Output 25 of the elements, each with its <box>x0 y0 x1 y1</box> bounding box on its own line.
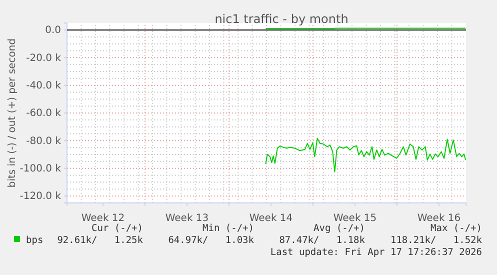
text: 92.61k/ 1.25k <box>57 235 144 246</box>
x-tick-label: Week 15 <box>333 212 377 224</box>
x-tick-label: Week 16 <box>417 212 461 224</box>
x-tick-label: Week 13 <box>165 212 209 224</box>
chart-title: nic1 traffic - by month <box>214 12 348 26</box>
y-tick-label: -20.0 k <box>26 52 62 64</box>
text: 118.21k/ 1.52k <box>390 235 482 246</box>
legend-label: bps <box>26 235 44 246</box>
text: Cur (-/+) <box>92 223 143 234</box>
text: Min (-/+) <box>202 223 254 234</box>
y-tick-label: 0.0 <box>45 25 61 36</box>
text: 64.97k/ 1.03k <box>168 235 254 246</box>
y-tick-label: -100.0 k <box>20 164 62 175</box>
x-tick-label: Week 12 <box>81 212 125 224</box>
y-tick-label: -60.0 k <box>26 108 62 120</box>
text: Max (-/+) <box>430 223 482 234</box>
text: Last update: Fri Apr 17 17:26:37 2026 <box>270 247 482 258</box>
text: Avg (-/+) <box>314 223 365 234</box>
y-tick-label: -40.0 k <box>26 80 62 92</box>
text: 87.47k/ 1.18k <box>279 235 366 246</box>
x-tick-label: Week 14 <box>249 212 293 224</box>
line-series <box>265 138 466 172</box>
y-tick-label: -120.0 k <box>20 191 62 202</box>
y-tick-label: -80.0 k <box>26 136 62 147</box>
y-axis-title: bits in (-) / out (+) per second <box>7 38 18 188</box>
